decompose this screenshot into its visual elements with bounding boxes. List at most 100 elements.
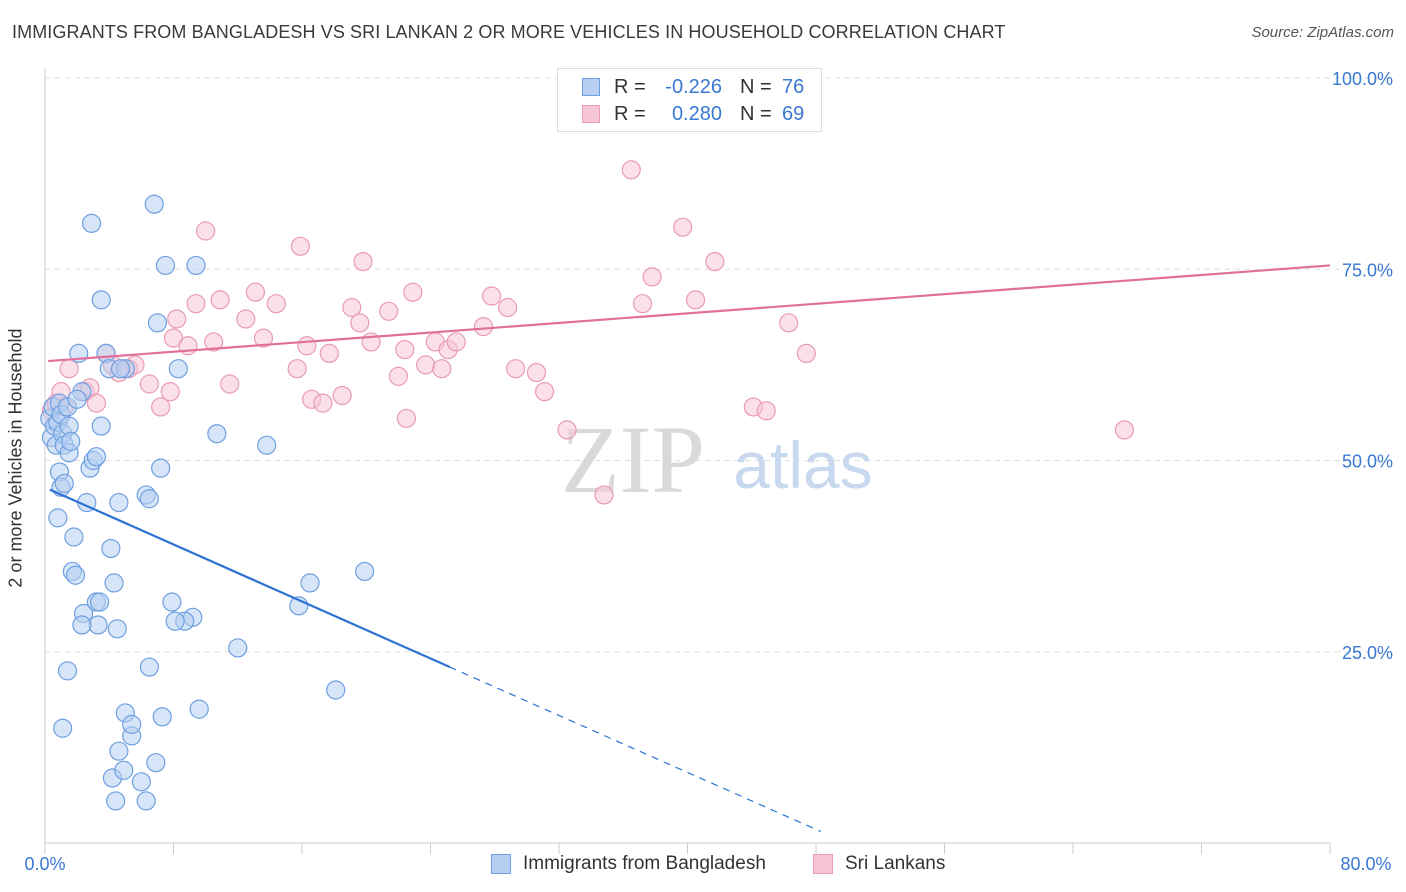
srilankan-point — [210, 290, 230, 310]
bangladesh-point — [207, 424, 227, 444]
bangladesh-point — [131, 772, 151, 792]
srilankan-point — [621, 160, 641, 180]
srilankan-point — [446, 332, 466, 352]
srilankan-point — [353, 252, 373, 272]
bangladesh-point — [189, 699, 209, 719]
srilankan-point — [297, 336, 317, 356]
srilankan-point — [332, 385, 352, 406]
source-label: Source: ZipAtlas.com — [1251, 24, 1394, 41]
bangladesh-point — [139, 489, 160, 509]
legend-n-value: 76 — [782, 75, 805, 98]
bangladesh-point — [257, 435, 277, 455]
srilankan-point — [632, 294, 653, 314]
srilankan-point — [756, 401, 776, 421]
bangladesh-point — [186, 255, 206, 276]
bangladesh-point — [48, 508, 68, 528]
chart-title: IMMIGRANTS FROM BANGLADESH VS SRI LANKAN… — [12, 22, 1006, 42]
bottom-legend-swatch-blue — [491, 854, 511, 874]
srilankan-point — [350, 313, 370, 333]
srilankan-point — [594, 485, 614, 505]
legend-r-label: R = — [614, 75, 646, 98]
bangladesh-points — [40, 194, 375, 811]
bangladesh-trendline-extension — [449, 666, 822, 833]
bangladesh-point — [72, 615, 92, 635]
bangladesh-point — [53, 718, 73, 738]
srilankan-point — [151, 397, 171, 417]
bangladesh-point — [67, 389, 87, 409]
srilankan-point — [481, 286, 502, 306]
srilankan-point — [395, 339, 415, 360]
bangladesh-point — [114, 760, 134, 780]
y-tick-label: 50.0% — [1342, 452, 1393, 472]
bangladesh-point — [57, 661, 78, 681]
srilankan-point — [432, 359, 452, 379]
srilankan-point — [245, 282, 266, 302]
srilankan-point — [534, 382, 555, 402]
bangladesh-point — [64, 527, 84, 547]
bottom-legend-bangladesh: Immigrants from Bangladesh — [491, 851, 766, 877]
srilankan-point — [403, 282, 423, 302]
tick-labels: 25.0% 50.0% 75.0% 100.0% 0.0% 80.0% — [24, 69, 1393, 874]
bangladesh-point — [300, 573, 320, 593]
srilankan-point — [160, 382, 180, 402]
bangladesh-point — [86, 447, 107, 467]
srilankan-point — [342, 297, 362, 318]
bangladesh-point — [65, 565, 86, 585]
legend-r-value: -0.226 — [665, 75, 722, 98]
bottom-legend-swatch-pink — [813, 854, 833, 874]
bangladesh-point — [168, 359, 188, 379]
bangladesh-point — [54, 473, 74, 494]
srilankan-point — [526, 362, 547, 383]
legend-swatch-blue — [582, 78, 600, 96]
srilankan-point — [506, 359, 526, 379]
srilankan-point — [1114, 420, 1135, 440]
bangladesh-point — [162, 592, 182, 612]
y-axis-label: 2 or more Vehicles in Household — [5, 328, 26, 588]
y-tick-label: 75.0% — [1342, 260, 1393, 280]
srilankan-point — [186, 294, 206, 314]
y-tick-label: 25.0% — [1342, 643, 1393, 663]
srilankan-point — [685, 290, 706, 310]
x-tick-label: 0.0% — [24, 854, 65, 874]
srilankan-point — [388, 366, 408, 386]
srilankan-point — [642, 267, 662, 287]
watermark: ZIP atlas — [561, 406, 873, 513]
srilankan-point — [779, 313, 799, 333]
bangladesh-point — [139, 657, 160, 677]
bangladesh-point — [61, 431, 81, 451]
bangladesh-trendline — [49, 488, 451, 669]
legend-r-label: R = — [614, 102, 646, 125]
srilankan-point — [796, 343, 816, 363]
bottom-legend-label-srilankans: Sri Lankans — [845, 853, 946, 874]
srilankan-point — [319, 343, 339, 363]
srilankan-point — [673, 217, 693, 237]
bangladesh-point — [147, 313, 168, 333]
bangladesh-point — [144, 194, 164, 214]
srilankan-point — [379, 301, 399, 321]
legend-r-value: 0.280 — [671, 102, 722, 125]
legend-n-label: N = — [740, 102, 772, 125]
bangladesh-point — [326, 680, 346, 700]
srilankan-point — [313, 393, 333, 413]
srilankan-point — [473, 317, 494, 337]
srilankan-point — [253, 328, 274, 348]
srilankan-point — [416, 355, 436, 375]
bangladesh-point — [355, 561, 375, 582]
srilankan-point — [290, 236, 310, 256]
srilankan-point — [396, 408, 417, 429]
srilankan-point — [236, 309, 256, 329]
y-tick-label: 100.0% — [1332, 69, 1393, 89]
trendlines — [48, 264, 1331, 833]
bangladesh-point — [104, 573, 124, 593]
srilankan-point — [86, 393, 107, 413]
bangladesh-point — [122, 714, 142, 735]
bangladesh-point — [101, 538, 121, 559]
srilankan-point — [167, 309, 187, 329]
bangladesh-point — [228, 638, 248, 658]
srilankan-point — [196, 221, 216, 241]
bangladesh-point — [106, 791, 126, 811]
bangladesh-point — [152, 707, 172, 727]
bangladesh-point — [91, 290, 111, 310]
gridlines — [45, 77, 1392, 653]
legend-n-value: 69 — [782, 102, 805, 125]
